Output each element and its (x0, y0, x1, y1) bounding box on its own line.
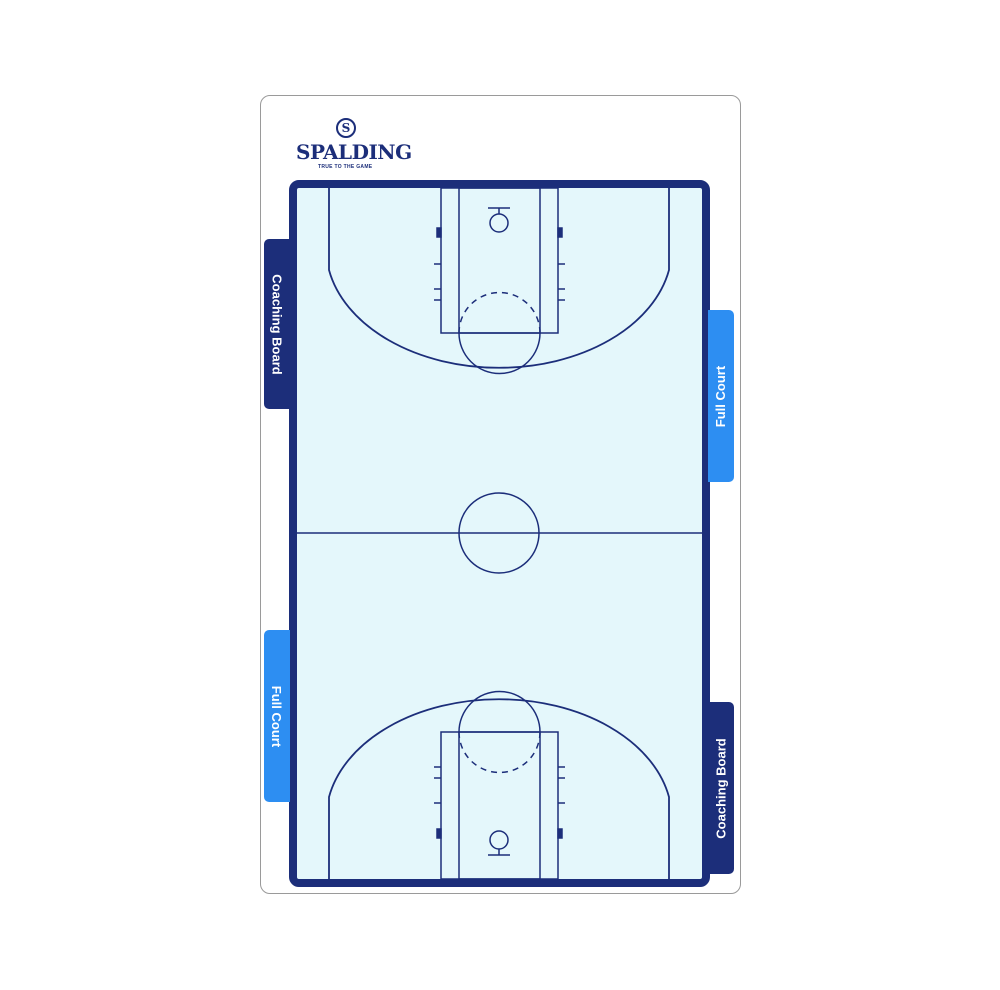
block-left-top (436, 227, 442, 238)
three-point-arc-bottom (328, 698, 670, 879)
tab-coaching-board-bottom[interactable]: Coaching Board (708, 702, 734, 874)
brand-name: SPALDING (296, 140, 412, 164)
tab-label: Full Court (269, 685, 285, 747)
three-point-arc-top (328, 188, 670, 369)
tab-coaching-board-top[interactable]: Coaching Board (264, 239, 290, 409)
tab-label: Full Court (713, 365, 729, 427)
block-right-bottom (557, 828, 563, 839)
free-throw-circle-top-solid (458, 332, 541, 375)
basketball-court (289, 180, 710, 887)
tab-label: Coaching Board (713, 737, 729, 839)
free-throw-circle-bottom-solid (458, 690, 541, 733)
rim-top (489, 213, 509, 233)
center-circle (458, 492, 540, 574)
tab-full-court-bottom[interactable]: Full Court (264, 630, 290, 802)
spalding-logo: S SPALDING TRUE TO THE GAME (296, 118, 412, 173)
inner-lane-bottom (458, 731, 541, 880)
tab-label: Coaching Board (269, 273, 285, 375)
rim-bottom (489, 830, 509, 850)
inner-lane-top (458, 187, 541, 334)
block-left-bottom (436, 828, 442, 839)
basketball-icon: S (336, 118, 356, 138)
brand-tagline: TRUE TO THE GAME (318, 164, 373, 170)
tab-full-court-top[interactable]: Full Court (708, 310, 734, 482)
block-right-top (557, 227, 563, 238)
